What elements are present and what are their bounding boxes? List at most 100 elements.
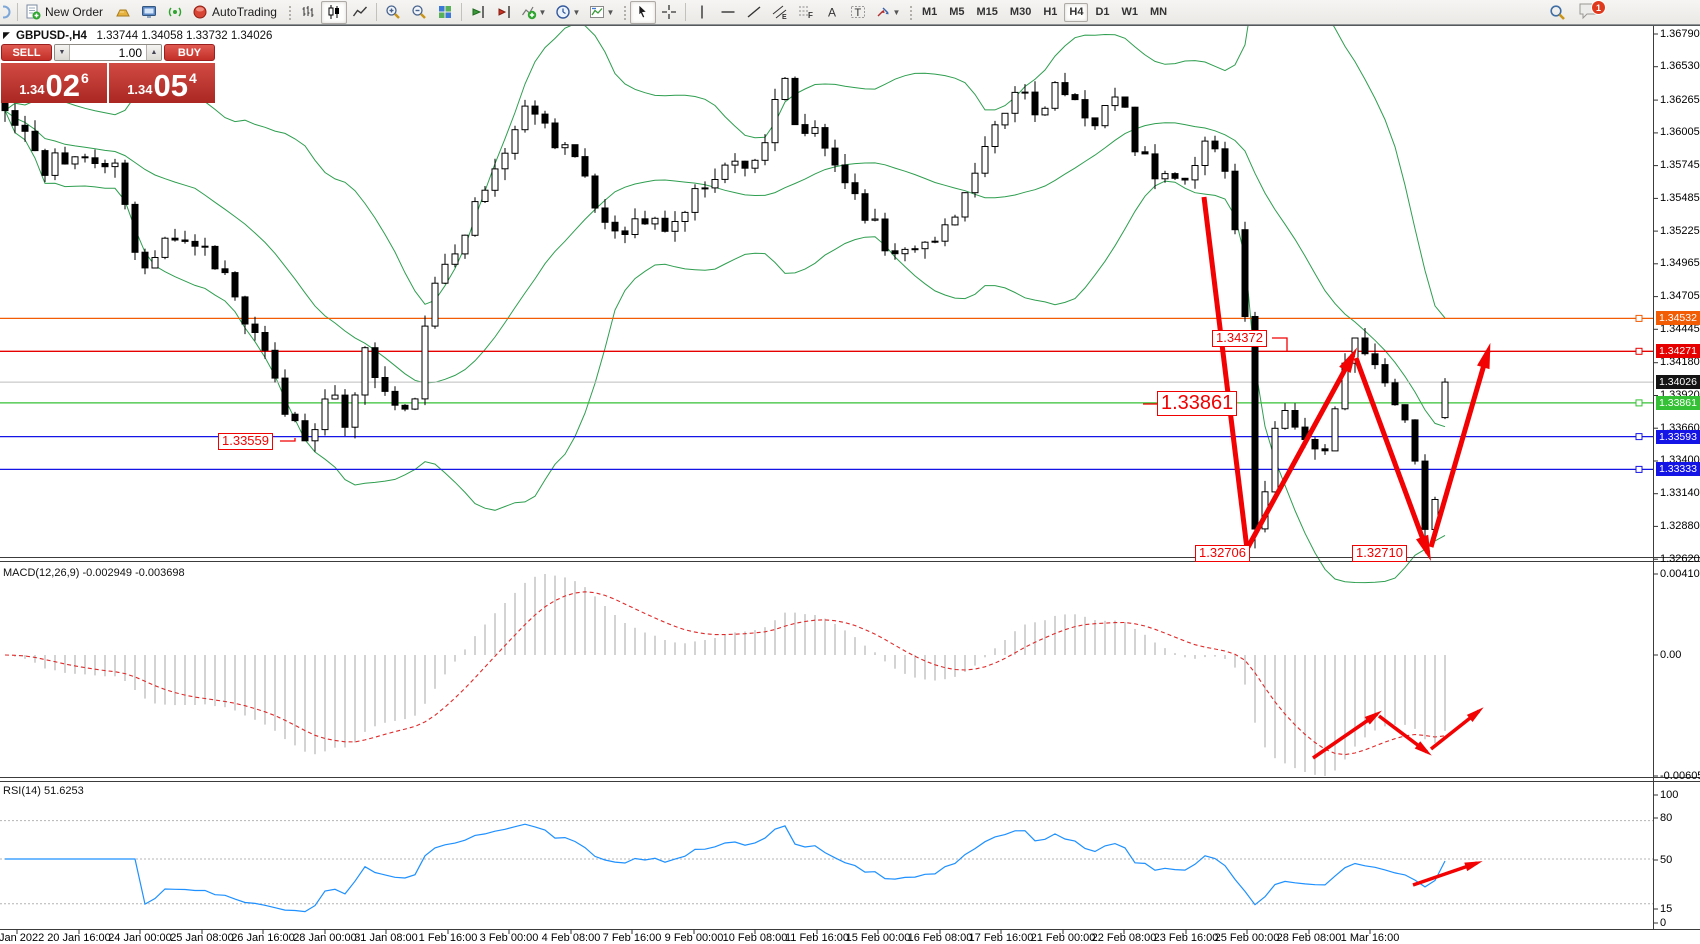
new-order-icon — [26, 4, 41, 20]
candle-body — [721, 164, 729, 180]
candle-body — [931, 240, 939, 243]
timeframe-m1[interactable]: M1 — [917, 3, 942, 22]
candle-body — [51, 152, 59, 176]
trend-arrow-line[interactable] — [1244, 353, 1356, 551]
volume-input[interactable] — [70, 45, 146, 60]
bar-chart-icon[interactable] — [295, 1, 321, 24]
timeframe-mn[interactable]: MN — [1145, 3, 1172, 22]
text-tool-icon[interactable]: A — [819, 1, 845, 24]
timeframe-m15[interactable]: M15 — [972, 3, 1003, 22]
timeframe-h4[interactable]: H4 — [1064, 2, 1089, 22]
candle-body — [501, 152, 509, 170]
candle-body — [981, 146, 989, 174]
chart-canvas[interactable] — [0, 26, 1700, 943]
buy-button[interactable]: BUY — [164, 44, 215, 61]
timeframe-m5[interactable]: M5 — [944, 3, 969, 22]
trend-arrow-head — [1339, 347, 1358, 374]
candle-body — [11, 110, 19, 126]
candle-body — [211, 245, 219, 270]
candle-body — [171, 237, 179, 241]
candle-body — [621, 230, 629, 235]
timeframe-h1[interactable]: H1 — [1038, 3, 1062, 22]
candle-body — [1081, 99, 1089, 119]
candle-body — [941, 224, 949, 242]
tile-windows-icon[interactable] — [432, 1, 458, 24]
one-click-trading-panel: SELL ▼ ▲ BUY 1.34 02 6 1.34 05 4 — [1, 44, 215, 103]
candle-body — [1151, 153, 1159, 180]
candle-body — [1101, 105, 1109, 127]
trend-arrow-line[interactable] — [1353, 357, 1431, 554]
candle-body — [1161, 173, 1169, 180]
line-chart-icon[interactable] — [347, 1, 373, 24]
candle-body — [221, 268, 229, 274]
line-anchor-handle[interactable] — [1635, 399, 1643, 407]
candlestick-chart-icon[interactable] — [320, 0, 347, 24]
zoom-in-icon[interactable] — [380, 1, 406, 24]
volume-decrease-button[interactable]: ▼ — [55, 45, 70, 60]
periods-menu-button[interactable]: ▼ — [551, 1, 585, 24]
candle-body — [731, 160, 739, 166]
timeframe-m30[interactable]: M30 — [1005, 3, 1036, 22]
svg-text:T: T — [854, 7, 861, 19]
candle-body — [1131, 106, 1139, 153]
indicators-menu-button[interactable]: ▼ — [517, 1, 551, 24]
line-anchor-handle[interactable] — [1635, 433, 1643, 441]
svg-text:E: E — [782, 14, 787, 20]
chart-window[interactable]: ◤ GBPUSD-,H4 1.33744 1.34058 1.33732 1.3… — [0, 25, 1700, 944]
line-anchor-handle[interactable] — [1635, 465, 1643, 473]
arrows-tool-button[interactable]: ▼ — [871, 1, 905, 24]
candle-body — [991, 124, 999, 148]
signals-icon[interactable] — [162, 1, 188, 24]
candle-body — [1, 101, 9, 112]
terminal-icon[interactable] — [136, 1, 162, 24]
horizontal-line-tool-icon[interactable] — [715, 1, 741, 24]
toolbar-separator — [684, 3, 686, 21]
chevron-down-icon: ▼ — [606, 7, 615, 17]
candle-body — [131, 203, 139, 253]
candle-body — [1251, 316, 1259, 530]
trend-arrow-line[interactable] — [1428, 350, 1491, 548]
chart-shift-icon[interactable] — [491, 1, 517, 24]
candle-body — [811, 127, 819, 134]
candle-body — [881, 218, 889, 252]
cursor-tool-icon[interactable] — [629, 0, 656, 24]
community-button[interactable]: 1 — [1578, 0, 1606, 23]
vertical-line-tool-icon[interactable] — [689, 1, 715, 24]
zoom-out-icon[interactable] — [406, 1, 432, 24]
candle-body — [791, 77, 799, 126]
candle-body — [671, 221, 679, 232]
buy-price-display[interactable]: 1.34 05 4 — [109, 63, 215, 103]
templates-menu-button[interactable]: ▼ — [585, 1, 619, 24]
autotrading-button[interactable]: AutoTrading — [188, 1, 284, 24]
line-anchor-handle[interactable] — [1635, 347, 1643, 355]
sell-price-display[interactable]: 1.34 02 6 — [1, 63, 107, 103]
timeframe-d1[interactable]: D1 — [1090, 3, 1114, 22]
trendline-tool-icon[interactable] — [741, 1, 767, 24]
trend-arrow-line[interactable] — [1312, 712, 1378, 760]
candle-body — [651, 217, 659, 225]
candle-body — [1201, 140, 1209, 166]
candle-body — [441, 263, 449, 284]
new-order-button[interactable]: New Order — [21, 1, 110, 24]
trend-arrow-line[interactable] — [1201, 196, 1250, 550]
candle-body — [1281, 410, 1289, 429]
candle-body — [521, 105, 529, 131]
crosshair-tool-icon[interactable] — [656, 1, 682, 24]
search-icon[interactable] — [1544, 1, 1570, 24]
candle-body — [661, 217, 669, 232]
candle-body — [921, 241, 929, 250]
equidistant-channel-tool-icon[interactable]: E — [767, 1, 793, 24]
line-anchor-handle[interactable] — [1635, 314, 1643, 322]
sell-button[interactable]: SELL — [1, 44, 52, 61]
annotation-leader-line — [280, 438, 296, 442]
chevron-down-icon: ▼ — [892, 7, 901, 17]
timeframe-w1[interactable]: W1 — [1117, 3, 1144, 22]
fibonacci-tool-icon[interactable]: F — [793, 1, 819, 24]
auto-scroll-icon[interactable] — [465, 1, 491, 24]
candle-body — [231, 272, 239, 298]
candle-body — [841, 164, 849, 184]
volume-increase-button[interactable]: ▲ — [146, 45, 161, 60]
indicators-icon — [522, 6, 537, 20]
market-depth-icon[interactable] — [110, 1, 136, 24]
text-label-tool-icon[interactable]: T — [845, 1, 871, 24]
